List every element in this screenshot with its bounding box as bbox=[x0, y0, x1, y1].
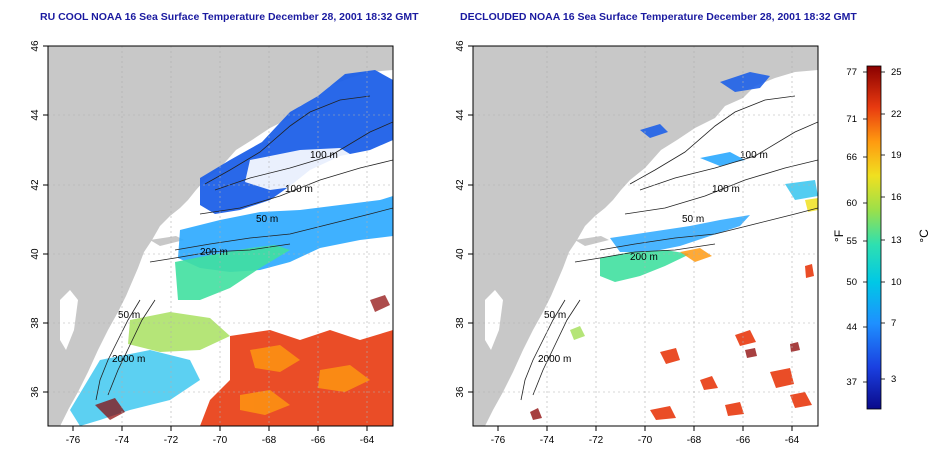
right-map-grid bbox=[473, 46, 818, 426]
left-map-contour-label: 200 m bbox=[200, 247, 228, 258]
left-map-contour-label: 100 m bbox=[310, 150, 338, 161]
right-map-warm-patches bbox=[650, 264, 814, 420]
right-lon-tick: -68 bbox=[687, 435, 702, 446]
left-lat-tick: 46 bbox=[30, 40, 41, 52]
right-lon-tick: -74 bbox=[540, 435, 555, 446]
left-lat-tick: 38 bbox=[30, 317, 41, 329]
colorbar-gradient bbox=[866, 65, 882, 410]
colorbar-c-label: °C bbox=[917, 229, 931, 243]
right-lon-tick: -72 bbox=[589, 435, 604, 446]
left-lon-tick: -76 bbox=[66, 435, 81, 446]
colorbar: 77 71 66 60 55 50 44 37 25 22 19 16 13 1… bbox=[832, 65, 931, 410]
colorbar-c-tick: 13 bbox=[891, 235, 902, 246]
right-map-contour-label: 200 m bbox=[630, 252, 658, 263]
right-lon-tick: -64 bbox=[785, 435, 800, 446]
left-map-contour-label: 100 m bbox=[285, 184, 313, 195]
colorbar-c-tick: 25 bbox=[891, 67, 902, 78]
left-lon-tick: -68 bbox=[262, 435, 277, 446]
right-map-contour-label: 50 m bbox=[682, 214, 704, 225]
colorbar-c-tick: 3 bbox=[891, 374, 896, 385]
right-map-contour-label: 50 m bbox=[544, 310, 566, 321]
left-lon-tick: -72 bbox=[164, 435, 179, 446]
right-lat-tick: 44 bbox=[455, 109, 466, 121]
left-lon-tick: -74 bbox=[115, 435, 130, 446]
colorbar-f-tick: 44 bbox=[846, 322, 857, 333]
right-map-island bbox=[575, 236, 609, 246]
left-map-ticks bbox=[43, 45, 368, 431]
colorbar-f-tick: 50 bbox=[846, 277, 857, 288]
right-lat-tick: 36 bbox=[455, 386, 466, 398]
right-map-contour-label: 2000 m bbox=[538, 354, 571, 365]
left-map-grid bbox=[48, 46, 393, 426]
colorbar-f-tick: 37 bbox=[846, 377, 857, 388]
left-map-slope-water bbox=[175, 245, 290, 300]
left-map-contours bbox=[95, 95, 393, 401]
right-lat-tick: 46 bbox=[455, 40, 466, 52]
left-map-contour-label: 50 m bbox=[118, 310, 140, 321]
colorbar-c-tick: 16 bbox=[891, 192, 902, 203]
right-map-contours bbox=[520, 95, 818, 401]
left-lat-tick: 42 bbox=[30, 179, 41, 191]
left-lat-tick: 40 bbox=[30, 248, 41, 260]
left-map-land bbox=[48, 46, 393, 426]
colorbar-f-tick: 55 bbox=[846, 236, 857, 247]
left-lat-tick: 44 bbox=[30, 109, 41, 121]
right-map-contour-label: 100 m bbox=[740, 150, 768, 161]
left-lat-tick: 36 bbox=[30, 386, 41, 398]
right-map-cold-patch bbox=[720, 72, 770, 92]
right-map-ticks bbox=[468, 45, 793, 431]
left-lon-tick: -64 bbox=[360, 435, 375, 446]
left-lon-tick: -66 bbox=[311, 435, 326, 446]
right-map-title: DECLOUDED NOAA 16 Sea Surface Temperatur… bbox=[460, 11, 857, 23]
colorbar-ticks bbox=[863, 71, 885, 383]
colorbar-f-tick: 60 bbox=[846, 198, 857, 209]
right-map-contour-label: 100 m bbox=[712, 184, 740, 195]
left-map-title: RU COOL NOAA 16 Sea Surface Temperature … bbox=[40, 11, 419, 23]
left-map: 100 m 100 m 50 m 200 m 50 m 2000 m bbox=[30, 40, 394, 446]
colorbar-c-tick: 7 bbox=[891, 318, 896, 329]
left-map-island bbox=[150, 236, 184, 246]
colorbar-f-tick: 71 bbox=[846, 114, 857, 125]
right-lat-tick: 38 bbox=[455, 317, 466, 329]
right-lon-tick: -76 bbox=[491, 435, 506, 446]
left-map-contour-label: 50 m bbox=[256, 214, 278, 225]
colorbar-c-tick: 19 bbox=[891, 150, 902, 161]
right-map: 100 m 100 m 50 m 200 m 50 m 2000 m bbox=[455, 40, 819, 446]
colorbar-f-tick: 77 bbox=[846, 67, 857, 78]
left-lon-tick: -70 bbox=[213, 435, 228, 446]
colorbar-f-tick: 66 bbox=[846, 152, 857, 163]
right-map-bay bbox=[485, 290, 503, 350]
left-map-contour-label: 2000 m bbox=[112, 354, 145, 365]
colorbar-f-label: °F bbox=[832, 230, 846, 242]
left-map-bay bbox=[60, 290, 78, 350]
right-lon-tick: -70 bbox=[638, 435, 653, 446]
right-lat-tick: 40 bbox=[455, 248, 466, 260]
colorbar-c-tick: 10 bbox=[891, 277, 902, 288]
colorbar-c-tick: 22 bbox=[891, 109, 902, 120]
right-map-land bbox=[473, 46, 818, 426]
right-lat-tick: 42 bbox=[455, 179, 466, 191]
right-lon-tick: -66 bbox=[736, 435, 751, 446]
